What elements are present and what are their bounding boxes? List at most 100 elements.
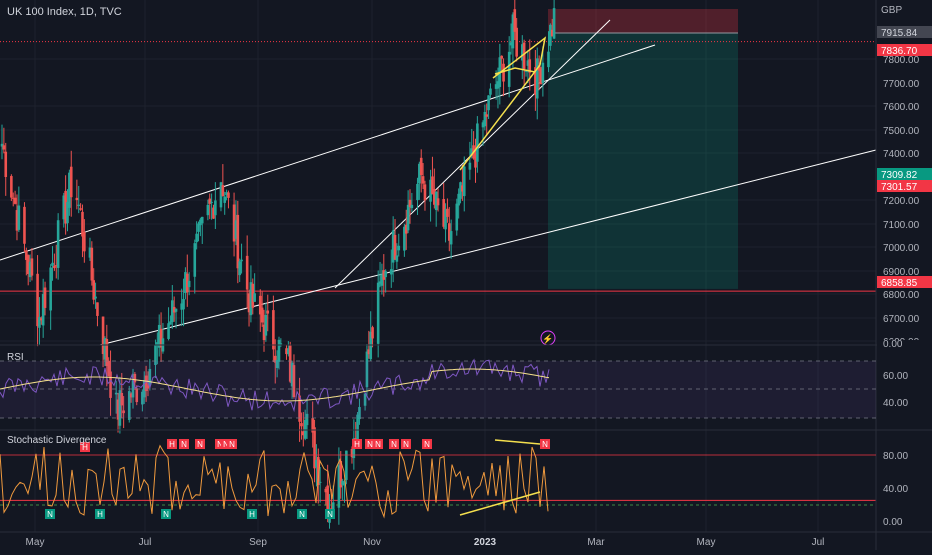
price-tick-label: 7600.00 [883, 102, 920, 113]
candle-body [105, 339, 109, 367]
candle-body [54, 265, 58, 267]
candle-body [197, 223, 200, 232]
divergence-marker-label: H [97, 510, 103, 519]
candle-body [526, 60, 530, 66]
time-tick-label: Jul [812, 537, 825, 548]
candle-body [520, 44, 524, 61]
candle-body [315, 460, 318, 468]
candle-body [68, 172, 71, 208]
price-tick-label: 7100.00 [883, 220, 920, 231]
bearish-divergence-marker [422, 439, 432, 449]
stoch-tick-label: 0.00 [883, 517, 903, 528]
candle-body [187, 280, 191, 288]
candle-body [62, 195, 66, 220]
candle-body [109, 371, 112, 398]
candle-body [395, 255, 399, 262]
bearish-divergence-marker [167, 439, 177, 449]
candle-body [184, 272, 187, 293]
candle-body [502, 63, 505, 82]
rising-wedge-lines [494, 67, 536, 75]
candle-body [212, 207, 215, 219]
divergence-marker-label: N [375, 440, 381, 449]
candle-body [433, 189, 436, 205]
candle-body [487, 95, 490, 111]
candle-body [223, 196, 227, 203]
candle-body [382, 270, 386, 280]
price-tick-label: 6800.00 [883, 290, 920, 301]
candle-body [313, 427, 316, 469]
divergence-marker-label: N [367, 440, 373, 449]
candle-body [118, 390, 122, 426]
candle-body [496, 81, 500, 89]
candle-body [120, 392, 124, 406]
candle-body [40, 318, 43, 321]
time-tick-label: May [697, 537, 716, 548]
candle-body [457, 193, 460, 206]
bearish-divergence-marker [373, 439, 383, 449]
candle-body [277, 339, 281, 362]
candle-body [77, 204, 81, 206]
candle-body [156, 342, 159, 346]
price-tick-label: 7000.00 [883, 243, 920, 254]
divergence-marker-label: N [403, 440, 409, 449]
candle-body [66, 202, 69, 224]
price-tag-label: 7309.82 [881, 170, 918, 181]
price-tick-label: 7500.00 [883, 126, 920, 137]
candle-body [367, 349, 371, 355]
candle-body [298, 395, 301, 422]
candle-body [232, 204, 236, 242]
candle-body [90, 247, 94, 281]
price-tag [877, 180, 932, 192]
price-tick-label: 7400.00 [883, 149, 920, 160]
candle-body [397, 245, 401, 251]
bearish-divergence-marker [215, 439, 225, 449]
rsi-title: RSI [7, 352, 24, 363]
candle-body [262, 324, 266, 341]
stoch-title: Stochastic Divergence [7, 435, 107, 446]
candle-body [528, 59, 532, 73]
bearish-divergence-marker [352, 439, 362, 449]
candle-body [185, 273, 189, 293]
candle-body [285, 348, 288, 355]
candle-body [49, 267, 52, 311]
candle-body [534, 67, 537, 95]
divergence-line [494, 439, 541, 445]
candle-body [305, 413, 309, 426]
symbol-title[interactable]: UK 100 Index, 1D, TVC [7, 6, 122, 18]
candle-body [264, 314, 268, 336]
divergence-marker-label: H [354, 440, 360, 449]
candle-body [43, 287, 47, 308]
candle-body [148, 368, 152, 386]
candle-body [350, 448, 354, 458]
candle-body [114, 392, 118, 395]
candle-body [92, 280, 96, 300]
candle-body [4, 151, 8, 178]
candle-body [81, 211, 84, 237]
bearish-divergence-marker [540, 439, 550, 449]
candle-body [171, 300, 174, 323]
candle-body [421, 176, 425, 184]
time-tick-label: 2023 [474, 537, 497, 548]
bearish-divergence-marker [389, 439, 399, 449]
candle-body [393, 234, 397, 260]
divergence-marker-label: H [249, 510, 255, 519]
candle-body [227, 192, 230, 198]
bearish-divergence-marker [365, 439, 375, 449]
price-tag [877, 276, 932, 288]
target-zone [548, 33, 738, 289]
candle-body [180, 303, 183, 310]
stoch-tick-label: 40.00 [883, 484, 908, 495]
rsi-axis-top-label: 0.00 [883, 339, 903, 350]
candle-body [83, 232, 86, 252]
candle-body [429, 179, 432, 202]
price-axis-bg [876, 0, 932, 532]
candle-body [2, 145, 6, 150]
candle-body [144, 375, 148, 391]
candle-body [182, 299, 185, 310]
candle-body [169, 321, 172, 325]
candle-body [64, 190, 67, 224]
price-tag [877, 44, 932, 56]
candle-body [56, 220, 60, 268]
